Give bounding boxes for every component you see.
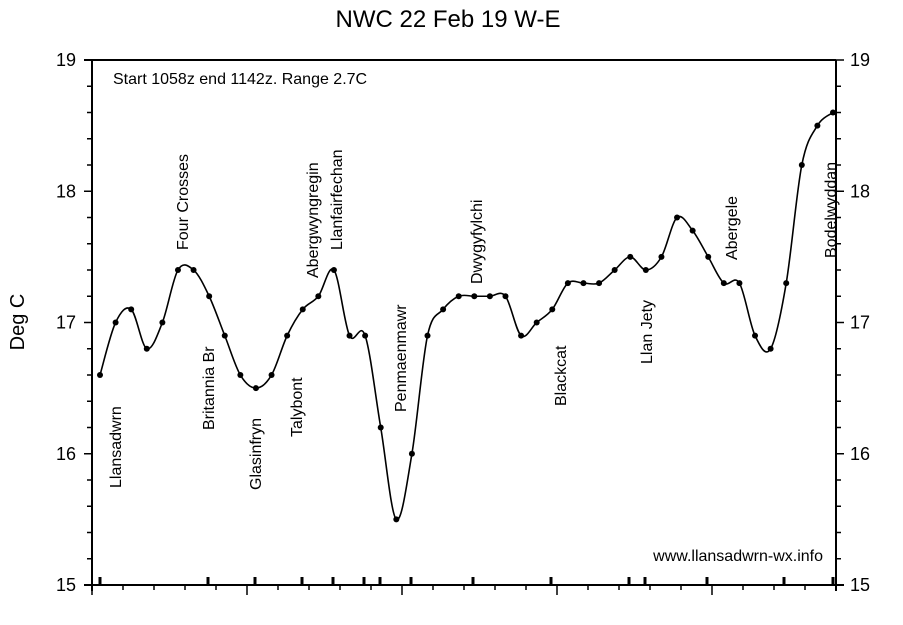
data-point	[830, 109, 836, 116]
data-point	[346, 332, 353, 339]
data-point	[221, 332, 228, 339]
data-point	[814, 122, 821, 129]
data-point	[627, 253, 634, 260]
data-point-markers	[97, 109, 836, 523]
location-label: Four Crosses	[175, 154, 192, 250]
data-point	[174, 267, 181, 273]
location-markers	[98, 577, 835, 585]
data-point	[455, 293, 462, 300]
location-label: Blackcat	[553, 345, 570, 406]
location-label: Llanfairfechan	[329, 149, 346, 250]
data-point	[424, 332, 431, 339]
data-point	[720, 280, 727, 287]
data-point	[658, 253, 665, 260]
summary-annotation: Start 1058z end 1142z. Range 2.7C	[113, 71, 367, 88]
location-label: Britannia Br	[201, 346, 218, 430]
data-point	[128, 306, 135, 313]
data-point	[330, 267, 337, 273]
right-y-axis-ticks: 15 16 17 18 19	[836, 50, 870, 595]
data-point	[580, 280, 587, 287]
y-tick-label: 19	[850, 50, 870, 70]
y-tick-label: 18	[850, 181, 870, 201]
x-axis-ticks	[91, 585, 837, 595]
data-point	[518, 332, 525, 339]
y-tick-label: 17	[56, 313, 76, 333]
data-point	[533, 319, 540, 326]
y-tick-label: 15	[850, 575, 870, 595]
data-point	[486, 293, 493, 300]
data-point	[112, 319, 119, 326]
data-point	[393, 516, 400, 523]
temperature-line	[99, 111, 834, 521]
data-point	[798, 162, 805, 168]
data-point	[440, 306, 447, 313]
axes	[84, 59, 844, 591]
location-label: Dwygyfylchi	[469, 200, 486, 284]
data-point	[502, 293, 509, 300]
location-label: Llansadwrn	[108, 406, 125, 488]
data-point	[596, 280, 603, 287]
data-point	[783, 280, 790, 287]
data-point	[159, 319, 166, 326]
data-point	[284, 332, 291, 339]
data-point	[190, 267, 197, 273]
data-point	[315, 293, 322, 300]
left-y-axis-ticks: 15 16 17 18 19	[56, 50, 92, 595]
data-point	[408, 450, 415, 457]
y-axis-label: Deg C	[7, 294, 29, 351]
data-point	[611, 267, 618, 273]
data-point	[705, 253, 712, 260]
location-label: Glasinfryn	[248, 418, 265, 490]
chart-title: NWC 22 Feb 19 W-E	[336, 6, 561, 33]
data-point	[377, 424, 384, 431]
data-point	[237, 372, 244, 378]
data-point	[767, 345, 774, 352]
data-point	[206, 293, 213, 300]
data-point	[642, 267, 649, 273]
credit-annotation: www.llansadwrn-wx.info	[652, 548, 823, 565]
data-point	[268, 372, 275, 378]
data-point	[143, 345, 150, 352]
data-point	[299, 306, 306, 313]
data-point	[97, 372, 103, 378]
y-tick-label: 16	[850, 444, 870, 464]
location-label: Abergele	[724, 196, 741, 260]
y-tick-label: 18	[56, 181, 76, 201]
data-point	[564, 280, 571, 287]
data-point	[549, 306, 556, 313]
location-label: Bodelwyddan	[823, 162, 840, 258]
location-label: Llan Jety	[639, 300, 656, 364]
y-tick-label: 15	[56, 575, 76, 595]
location-labels: Llansadwrn Four Crosses Britannia Br Glasin…	[108, 149, 840, 490]
data-point	[736, 280, 743, 287]
data-point	[674, 214, 681, 221]
location-label: Talybont	[289, 377, 306, 437]
data-point	[752, 332, 759, 339]
data-point	[362, 332, 369, 339]
y-tick-label: 16	[56, 444, 76, 464]
y-tick-label: 17	[850, 313, 870, 333]
data-point	[252, 385, 259, 392]
data-point	[471, 293, 478, 300]
y-tick-label: 19	[56, 50, 76, 70]
location-label: Penmaenmawr	[393, 304, 410, 412]
data-point	[689, 227, 696, 234]
location-label: Abergwyngregin	[305, 162, 322, 278]
